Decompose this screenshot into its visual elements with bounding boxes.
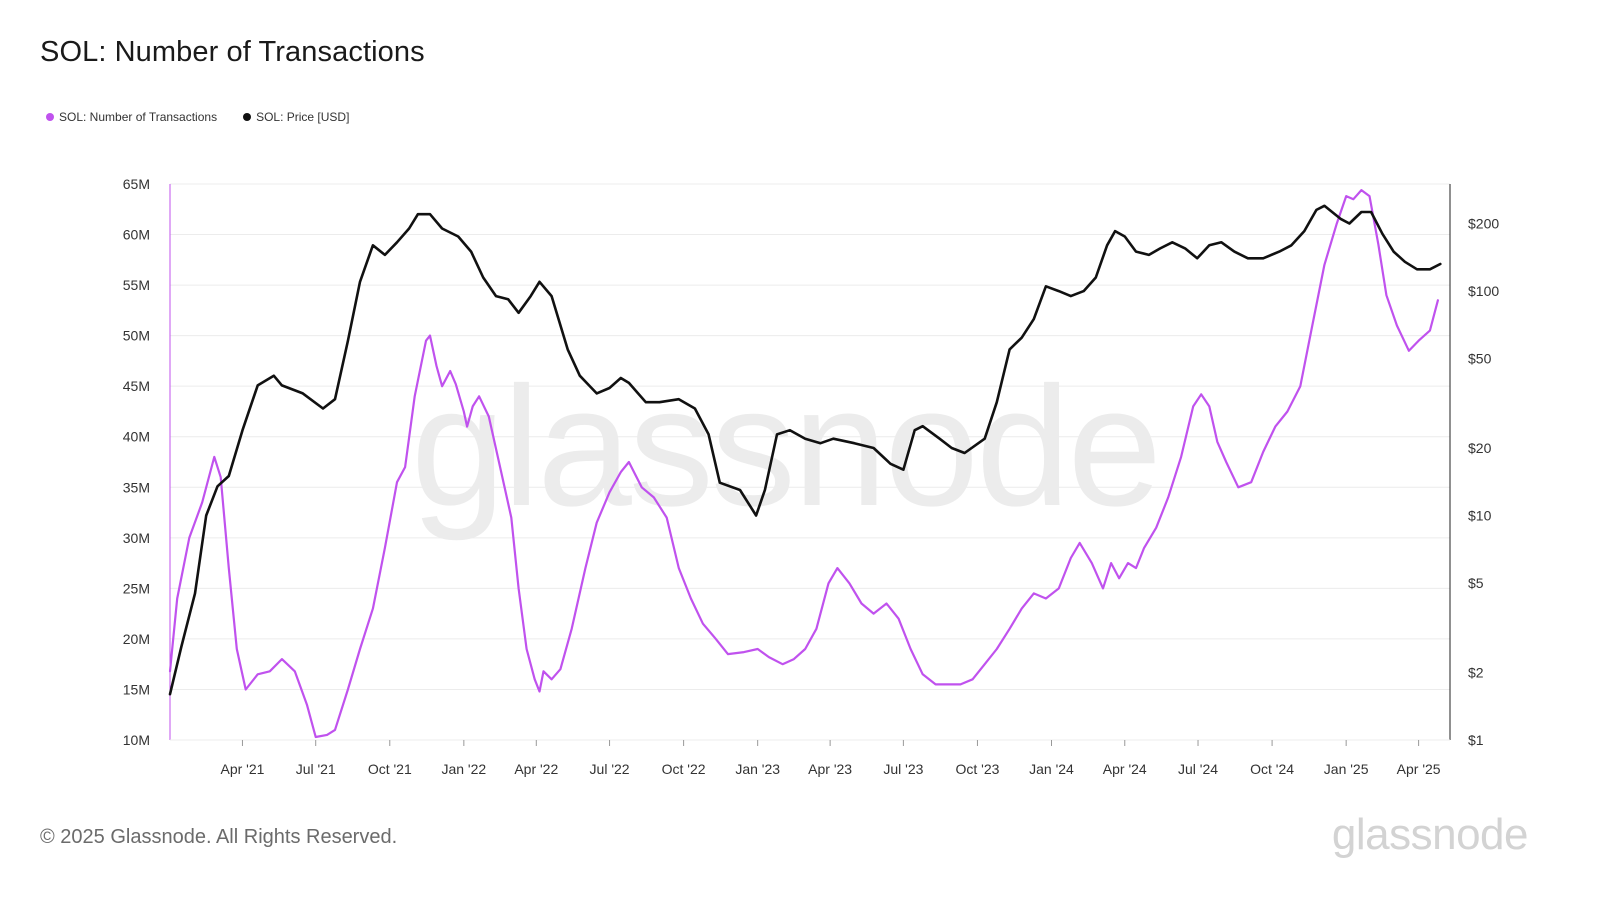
y-left-tick-label: 25M	[123, 580, 150, 596]
y-axis-right: $1 $2 $5 $10 $20 $50 $100 $200	[1449, 184, 1499, 748]
y-left-tick-label: 10M	[123, 732, 150, 748]
x-tick-label: Apr '25	[1397, 761, 1441, 777]
x-tick-label: Apr '22	[514, 761, 558, 777]
x-tick-label: Jan '22	[441, 761, 486, 777]
y-right-tick-label: $5	[1468, 575, 1484, 591]
x-tick-label: Jan '25	[1324, 761, 1369, 777]
y-left-tick-label: 45M	[123, 378, 150, 394]
x-tick-label: Jul '22	[590, 761, 630, 777]
brand-logo-text: glassnode	[1331, 810, 1529, 859]
x-tick-label: Jul '24	[1178, 761, 1218, 777]
y-right-tick-label: $10	[1468, 508, 1492, 524]
y-right-tick-label: $100	[1468, 283, 1499, 299]
y-left-tick-label: 40M	[123, 429, 150, 445]
y-left-tick-label: 15M	[123, 681, 150, 697]
y-right-tick-label: $2	[1468, 664, 1484, 680]
x-axis: Apr '21 Jul '21 Oct '21 Jan '22 Apr '22 Jul '…	[170, 739, 1450, 777]
x-tick-label: Oct '24	[1250, 761, 1294, 777]
x-tick-label: Apr '21	[220, 761, 264, 777]
y-left-tick-label: 55M	[123, 277, 150, 293]
transactions-line	[168, 189, 1439, 739]
legend-dot-transactions	[46, 113, 54, 121]
watermark-text: glassnode	[411, 352, 1159, 542]
x-tick-label: Oct '22	[662, 761, 706, 777]
y-right-tick-label: $200	[1468, 216, 1499, 232]
y-left-tick-label: 65M	[123, 176, 150, 192]
y-left-tick-label: 50M	[123, 328, 150, 344]
x-tick-label: Jan '24	[1029, 761, 1074, 777]
legend-label-price: SOL: Price [USD]	[256, 110, 350, 124]
copyright-footer: © 2025 Glassnode. All Rights Reserved.	[40, 826, 398, 848]
chart-legend: SOL: Number of Transactions SOL: Price […	[46, 110, 349, 124]
grid-lines	[170, 183, 1450, 741]
x-tick-label: Jul '23	[883, 761, 923, 777]
y-left-tick-label: 20M	[123, 631, 150, 647]
y-right-tick-label: $20	[1468, 440, 1492, 456]
y-left-tick-label: 60M	[123, 227, 150, 243]
y-axis-left: 10M 15M 20M 25M 30M 35M 40M 45M 50M 55M 60M 65M	[123, 176, 171, 748]
x-tick-label: Jan '23	[735, 761, 780, 777]
chart-title: SOL: Number of Transactions	[40, 36, 425, 68]
y-left-tick-label: 30M	[123, 530, 150, 546]
x-tick-label: Jul '21	[296, 761, 336, 777]
x-tick-label: Apr '23	[808, 761, 852, 777]
series-lines	[168, 189, 1442, 739]
y-right-tick-label: $1	[1468, 732, 1484, 748]
x-tick-label: Oct '23	[955, 761, 999, 777]
price-line	[168, 204, 1442, 696]
legend-dot-price	[243, 113, 252, 121]
y-right-tick-label: $50	[1468, 351, 1492, 367]
legend-item-transactions[interactable]: SOL: Number of Transactions	[46, 110, 217, 124]
y-left-tick-label: 35M	[123, 479, 150, 495]
x-tick-label: Oct '21	[368, 761, 412, 777]
legend-label-transactions: SOL: Number of Transactions	[59, 110, 218, 124]
x-tick-label: Apr '24	[1103, 761, 1147, 777]
legend-item-price[interactable]: SOL: Price [USD]	[243, 110, 349, 124]
